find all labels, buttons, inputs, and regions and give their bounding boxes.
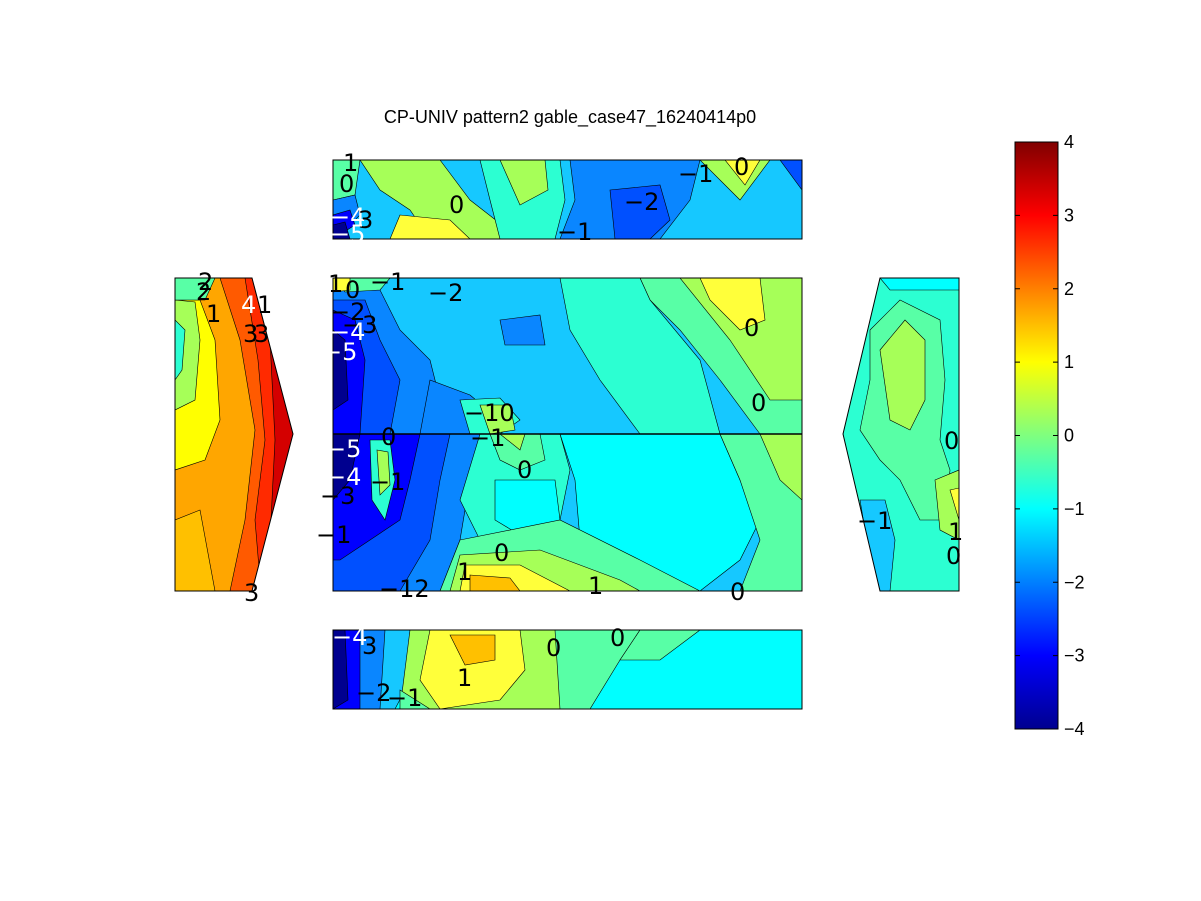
- chart-title: CP-UNIV pattern2 gable_case47_16240414p0: [383, 107, 757, 127]
- contour-label: −4: [332, 623, 367, 651]
- contour-label: 0: [449, 191, 464, 219]
- contour-label: −1: [370, 468, 405, 496]
- contour-label: 3: [358, 206, 373, 234]
- contour-label: 0: [610, 624, 625, 652]
- contour-label: 0: [517, 456, 532, 484]
- colorbar-tick-label: 3: [1064, 205, 1074, 225]
- contour-label: 1: [588, 572, 603, 600]
- left-panel: 2 2 1 4 1 3 3 3: [174, 268, 294, 607]
- right-panel: 0 −1 1 0: [842, 277, 963, 592]
- colorbar-tick-label: 1: [1064, 352, 1074, 372]
- contour-label: 0: [345, 276, 360, 304]
- contour-label: −3: [342, 311, 377, 339]
- contour-label: 0: [494, 539, 509, 567]
- colorbar-ticks: 4 3 2 1 0 −1 −2 −3 −4: [1015, 132, 1085, 739]
- contour-label: −2: [356, 679, 391, 707]
- contour-label: −1: [370, 268, 405, 296]
- contour-label: 0: [751, 389, 766, 417]
- contour-label: −1: [557, 218, 592, 246]
- contour-label: −2: [428, 279, 463, 307]
- contour-label: −1: [678, 160, 713, 188]
- contour-label: 1: [343, 149, 358, 177]
- contour-label: 2: [196, 278, 211, 306]
- bottom-panel: −4 3 0 0 1 −2 −1: [332, 623, 803, 712]
- contour-label: −12: [379, 575, 430, 603]
- contour-label: 1: [206, 300, 221, 328]
- contour-label: 1: [457, 664, 472, 692]
- contour-label: 1: [948, 518, 963, 546]
- colorbar-tick-label: 4: [1064, 132, 1074, 152]
- contour-label: 2: [198, 268, 213, 296]
- contour-label: −1: [316, 521, 351, 549]
- top-panel: 1 0 −4 3 −5 0 −1 −2 −1 0: [330, 149, 803, 248]
- contour-label: 0: [734, 153, 749, 181]
- contour-label: 0: [546, 634, 561, 662]
- contour-label: −4: [330, 203, 365, 231]
- contour-label: −2: [330, 298, 365, 326]
- colorbar: 4 3 2 1 0 −1 −2 −3 −4: [1014, 132, 1085, 739]
- contour-label: −4: [326, 463, 361, 491]
- colorbar-tick-label: −2: [1064, 572, 1085, 592]
- center-panel: 1 0 −1 −2 −2 −3 −4 −5 0 0 −10 −1 −5 0 −4…: [316, 268, 803, 606]
- contour-label: 1: [457, 558, 472, 586]
- contour-label: −5: [326, 435, 361, 463]
- contour-label: 0: [730, 578, 745, 606]
- contour-label: −5: [330, 220, 365, 248]
- contour-label: 3: [243, 320, 258, 348]
- contour-label: 0: [944, 427, 959, 455]
- contour-label: 3: [244, 579, 259, 607]
- contour-label: −4: [330, 318, 365, 346]
- contour-label: −1: [857, 507, 892, 535]
- contour-label: 1: [257, 291, 272, 319]
- colorbar-tick-label: −1: [1064, 499, 1085, 519]
- colorbar-gradient: [1014, 141, 1059, 730]
- contour-label: −5: [322, 338, 357, 366]
- contour-label: −1: [387, 684, 422, 712]
- contour-label: 0: [744, 314, 759, 342]
- contour-label: 0: [381, 423, 396, 451]
- contour-label: 3: [362, 632, 377, 660]
- contour-label: −2: [624, 188, 659, 216]
- contour-label: 3: [254, 320, 269, 348]
- colorbar-tick-label: 0: [1064, 426, 1074, 446]
- colorbar-tick-label: −3: [1064, 646, 1085, 666]
- colorbar-tick-label: −4: [1064, 719, 1085, 739]
- contour-label: −3: [320, 482, 355, 510]
- contour-label: 4: [241, 291, 256, 319]
- contour-label: 1: [328, 270, 343, 298]
- contour-label: −10: [464, 399, 515, 427]
- contour-label: 0: [946, 542, 961, 570]
- contour-label: −1: [470, 424, 505, 452]
- contour-label: 0: [339, 170, 354, 198]
- colorbar-tick-label: 2: [1064, 279, 1074, 299]
